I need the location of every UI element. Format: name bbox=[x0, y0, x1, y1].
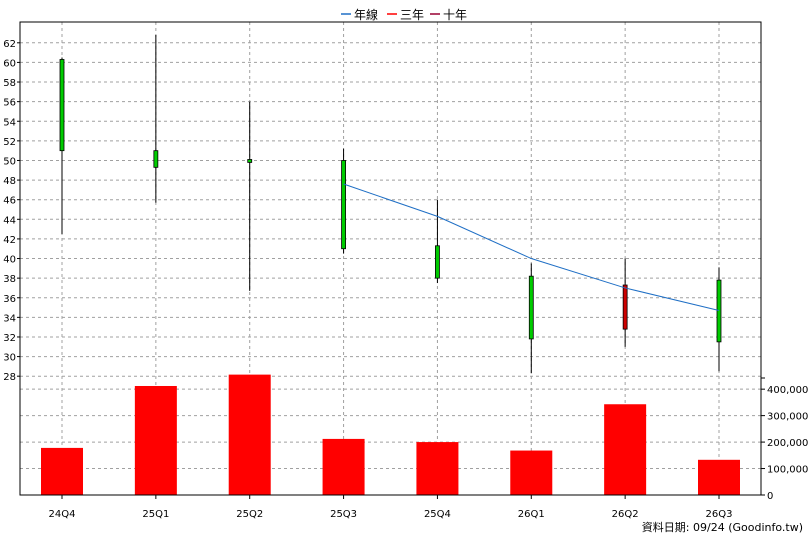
x-tick-label: 26Q2 bbox=[612, 509, 639, 520]
candle-body bbox=[716, 279, 722, 343]
volume-axis: 0 100,000 200,000 300,000 400,000 bbox=[761, 377, 808, 502]
x-tick-label: 25Q3 bbox=[330, 509, 357, 520]
volume-bar bbox=[604, 404, 647, 495]
volume-bar bbox=[322, 438, 365, 495]
x-tick-label: 26Q3 bbox=[706, 509, 733, 520]
price-tick-label: 38 bbox=[3, 274, 16, 285]
candlesticks bbox=[59, 34, 722, 374]
price-tick-label: 50 bbox=[3, 156, 16, 167]
price-tick-label: 48 bbox=[3, 176, 16, 187]
x-tick-label: 24Q4 bbox=[49, 509, 76, 520]
price-tick-label: 34 bbox=[3, 313, 16, 324]
price-tick-label: 42 bbox=[3, 235, 16, 246]
data-date-label: 資料日期: 09/24 (Goodinfo.tw) bbox=[642, 520, 803, 534]
legend-label: 三年 bbox=[400, 8, 424, 22]
price-tick-label: 28 bbox=[3, 372, 16, 383]
price-tick-label: 32 bbox=[3, 333, 16, 344]
x-tick-label: 25Q4 bbox=[424, 509, 451, 520]
volume-bar bbox=[698, 459, 740, 495]
candle-body bbox=[247, 159, 253, 163]
x-tick-label: 26Q1 bbox=[518, 509, 545, 520]
price-tick-label: 44 bbox=[3, 215, 16, 226]
volume-tick-label: 200,000 bbox=[767, 438, 808, 449]
x-tick-label: 25Q2 bbox=[236, 509, 263, 520]
price-tick-label: 58 bbox=[3, 78, 16, 89]
price-tick-label: 36 bbox=[3, 294, 16, 305]
annual-line-path bbox=[343, 183, 720, 311]
volume-bars bbox=[41, 374, 740, 495]
candle-body bbox=[528, 275, 534, 340]
candle-body bbox=[341, 160, 346, 250]
volume-bar bbox=[134, 385, 177, 495]
volume-tick-label: 0 bbox=[767, 491, 773, 502]
x-axis: 24Q4 25Q1 25Q2 25Q3 25Q4 26Q1 26Q2 26Q3 bbox=[49, 495, 733, 520]
grid-lines bbox=[20, 22, 761, 495]
candle-body bbox=[622, 284, 628, 330]
legend: 年線 三年 十年 bbox=[341, 7, 467, 22]
price-tick-label: 54 bbox=[3, 117, 16, 128]
volume-bar bbox=[510, 450, 553, 495]
volume-bar bbox=[228, 374, 271, 495]
price-tick-label: 56 bbox=[3, 98, 16, 109]
price-tick-label: 62 bbox=[3, 39, 16, 50]
volume-tick-label: 400,000 bbox=[767, 385, 808, 396]
candle-body bbox=[435, 245, 440, 279]
volume-bar bbox=[41, 447, 83, 495]
price-axis: 28 30 32 34 36 38 40 42 44 46 48 50 52 54 56 58 60 62 bbox=[3, 39, 20, 383]
candle-body bbox=[153, 150, 159, 168]
volume-bar bbox=[416, 442, 459, 495]
x-tick-label: 25Q1 bbox=[142, 509, 169, 520]
candle-body bbox=[59, 59, 65, 152]
legend-label: 十年 bbox=[443, 8, 467, 22]
price-tick-label: 60 bbox=[3, 58, 16, 69]
price-tick-label: 52 bbox=[3, 137, 16, 148]
plot-frame bbox=[19, 21, 762, 496]
volume-tick-label: 100,000 bbox=[767, 465, 808, 476]
volume-tick-label: 300,000 bbox=[767, 412, 808, 423]
annual-line-series bbox=[343, 183, 720, 311]
price-tick-label: 30 bbox=[3, 353, 16, 364]
price-tick-label: 40 bbox=[3, 255, 16, 266]
legend-label: 年線 bbox=[354, 7, 378, 22]
price-tick-label: 46 bbox=[3, 196, 16, 207]
